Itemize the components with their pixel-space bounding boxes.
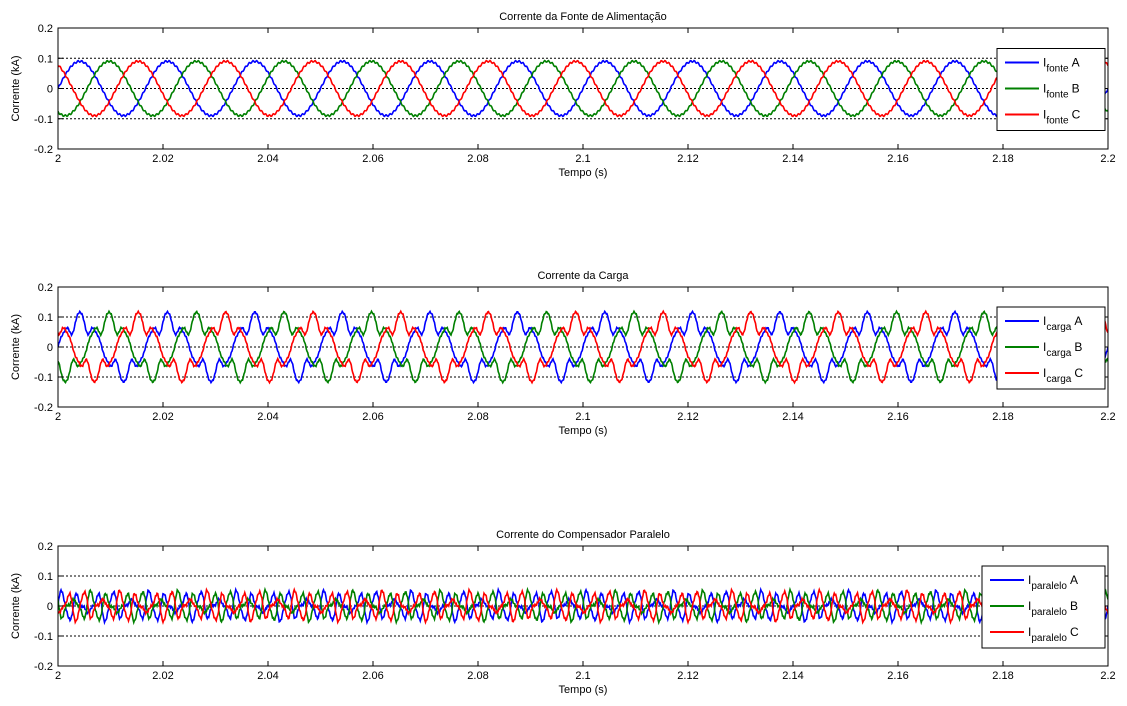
x-tick-label: 2.06 bbox=[362, 411, 383, 423]
y-tick-label: -0.2 bbox=[34, 144, 53, 156]
chart-panel-3: 2 2.02 2.04 2.06 2.08 2.1 2.12 2.14 2.16 2.18 2.2 -… bbox=[10, 529, 1116, 696]
x-tick-label: 2.2 bbox=[1100, 153, 1115, 165]
series-line-c bbox=[58, 309, 1108, 385]
x-tick-label: 2.14 bbox=[782, 153, 803, 165]
y-tick-label: -0.1 bbox=[34, 631, 53, 643]
x-tick-label: 2.06 bbox=[362, 153, 383, 165]
series-line-c bbox=[58, 59, 1108, 118]
x-tick-label: 2.16 bbox=[887, 670, 908, 682]
legend: Ifonte A Ifonte B Ifonte C bbox=[996, 48, 1106, 131]
y-tick-label: 0.2 bbox=[38, 282, 53, 294]
x-tick-label: 2.02 bbox=[152, 153, 173, 165]
series-line-a bbox=[58, 309, 1108, 385]
series-line-b bbox=[58, 59, 1108, 118]
y-tick-label: 0 bbox=[47, 84, 53, 96]
legend: Iparalelo A Iparalelo B Iparalelo C bbox=[981, 565, 1106, 649]
x-tick-label: 2.08 bbox=[467, 411, 488, 423]
y-tick-label: 0 bbox=[47, 342, 53, 354]
y-axis-label: Corrente (kA) bbox=[10, 55, 22, 121]
y-axis-label: Corrente (kA) bbox=[10, 573, 22, 639]
y-tick-label: 0.1 bbox=[38, 53, 53, 65]
legend-entry-b: Iparalelo B bbox=[1028, 599, 1078, 618]
x-tick-label: 2 bbox=[55, 153, 61, 165]
y-tick-label: 0.1 bbox=[38, 312, 53, 324]
x-tick-label: 2.04 bbox=[257, 411, 278, 423]
x-axis-label: Tempo (s) bbox=[559, 684, 608, 696]
x-tick-label: 2.08 bbox=[467, 153, 488, 165]
x-tick-label: 2.14 bbox=[782, 670, 803, 682]
x-axis-label: Tempo (s) bbox=[559, 425, 608, 437]
series-group bbox=[58, 59, 1108, 118]
series-line-b bbox=[58, 309, 1108, 385]
y-tick-label: -0.2 bbox=[34, 661, 53, 673]
legend-entry-c: Ifonte C bbox=[1043, 108, 1081, 127]
y-tick-label: -0.1 bbox=[34, 114, 53, 126]
legend-entry-a: Icarga A bbox=[1043, 314, 1082, 333]
x-tick-label: 2.02 bbox=[152, 411, 173, 423]
x-tick-label: 2.2 bbox=[1100, 411, 1115, 423]
x-tick-label: 2.18 bbox=[992, 670, 1013, 682]
x-tick-label: 2.16 bbox=[887, 411, 908, 423]
chart-title: Corrente do Compensador Paralelo bbox=[496, 529, 670, 541]
legend-entry-b: Ifonte B bbox=[1043, 82, 1080, 101]
x-tick-label: 2.12 bbox=[677, 411, 698, 423]
legend-entry-c: Iparalelo C bbox=[1028, 625, 1079, 644]
x-tick-label: 2.1 bbox=[575, 411, 590, 423]
y-tick-label: 0.1 bbox=[38, 571, 53, 583]
legend: Icarga A Icarga B Icarga C bbox=[996, 306, 1106, 390]
legend-entry-a: Ifonte A bbox=[1043, 56, 1080, 75]
x-axis-label: Tempo (s) bbox=[559, 167, 608, 179]
x-tick-label: 2.12 bbox=[677, 153, 698, 165]
y-axis-label: Corrente (kA) bbox=[10, 314, 22, 380]
chart-panel-2: 2 2.02 2.04 2.06 2.08 2.1 2.12 2.14 2.16 2.18 2.2 -… bbox=[10, 270, 1116, 437]
x-tick-label: 2.2 bbox=[1100, 670, 1115, 682]
series-line-a bbox=[58, 59, 1108, 118]
x-tick-label: 2.16 bbox=[887, 153, 908, 165]
chart-panel-1: 2 2.02 2.04 2.06 2.08 2.1 2.12 2.14 2.16 2.18 2.2 -… bbox=[10, 11, 1116, 179]
x-tick-label: 2.1 bbox=[575, 670, 590, 682]
y-tick-label: -0.1 bbox=[34, 372, 53, 384]
series-line-b bbox=[58, 586, 1108, 626]
x-tick-label: 2 bbox=[55, 411, 61, 423]
x-tick-label: 2.04 bbox=[257, 153, 278, 165]
x-tick-label: 2.08 bbox=[467, 670, 488, 682]
x-tick-label: 2.1 bbox=[575, 153, 590, 165]
series-group bbox=[58, 586, 1108, 626]
x-tick-label: 2 bbox=[55, 670, 61, 682]
y-tick-label: 0.2 bbox=[38, 541, 53, 553]
x-tick-label: 2.18 bbox=[992, 153, 1013, 165]
y-tick-label: -0.2 bbox=[34, 402, 53, 414]
chart-title: Corrente da Carga bbox=[537, 270, 629, 282]
x-tick-label: 2.02 bbox=[152, 670, 173, 682]
x-tick-label: 2.04 bbox=[257, 670, 278, 682]
series-group bbox=[58, 309, 1108, 385]
series-line-c bbox=[58, 587, 1108, 625]
x-tick-label: 2.12 bbox=[677, 670, 698, 682]
x-tick-label: 2.06 bbox=[362, 670, 383, 682]
x-tick-label: 2.18 bbox=[992, 411, 1013, 423]
x-tick-label: 2.14 bbox=[782, 411, 803, 423]
y-tick-label: 0 bbox=[47, 601, 53, 613]
chart-title: Corrente da Fonte de Alimentação bbox=[499, 11, 667, 23]
legend-entry-c: Icarga C bbox=[1043, 366, 1083, 385]
y-tick-label: 0.2 bbox=[38, 23, 53, 35]
legend-entry-b: Icarga B bbox=[1043, 340, 1082, 359]
legend-entry-a: Iparalelo A bbox=[1028, 573, 1078, 592]
